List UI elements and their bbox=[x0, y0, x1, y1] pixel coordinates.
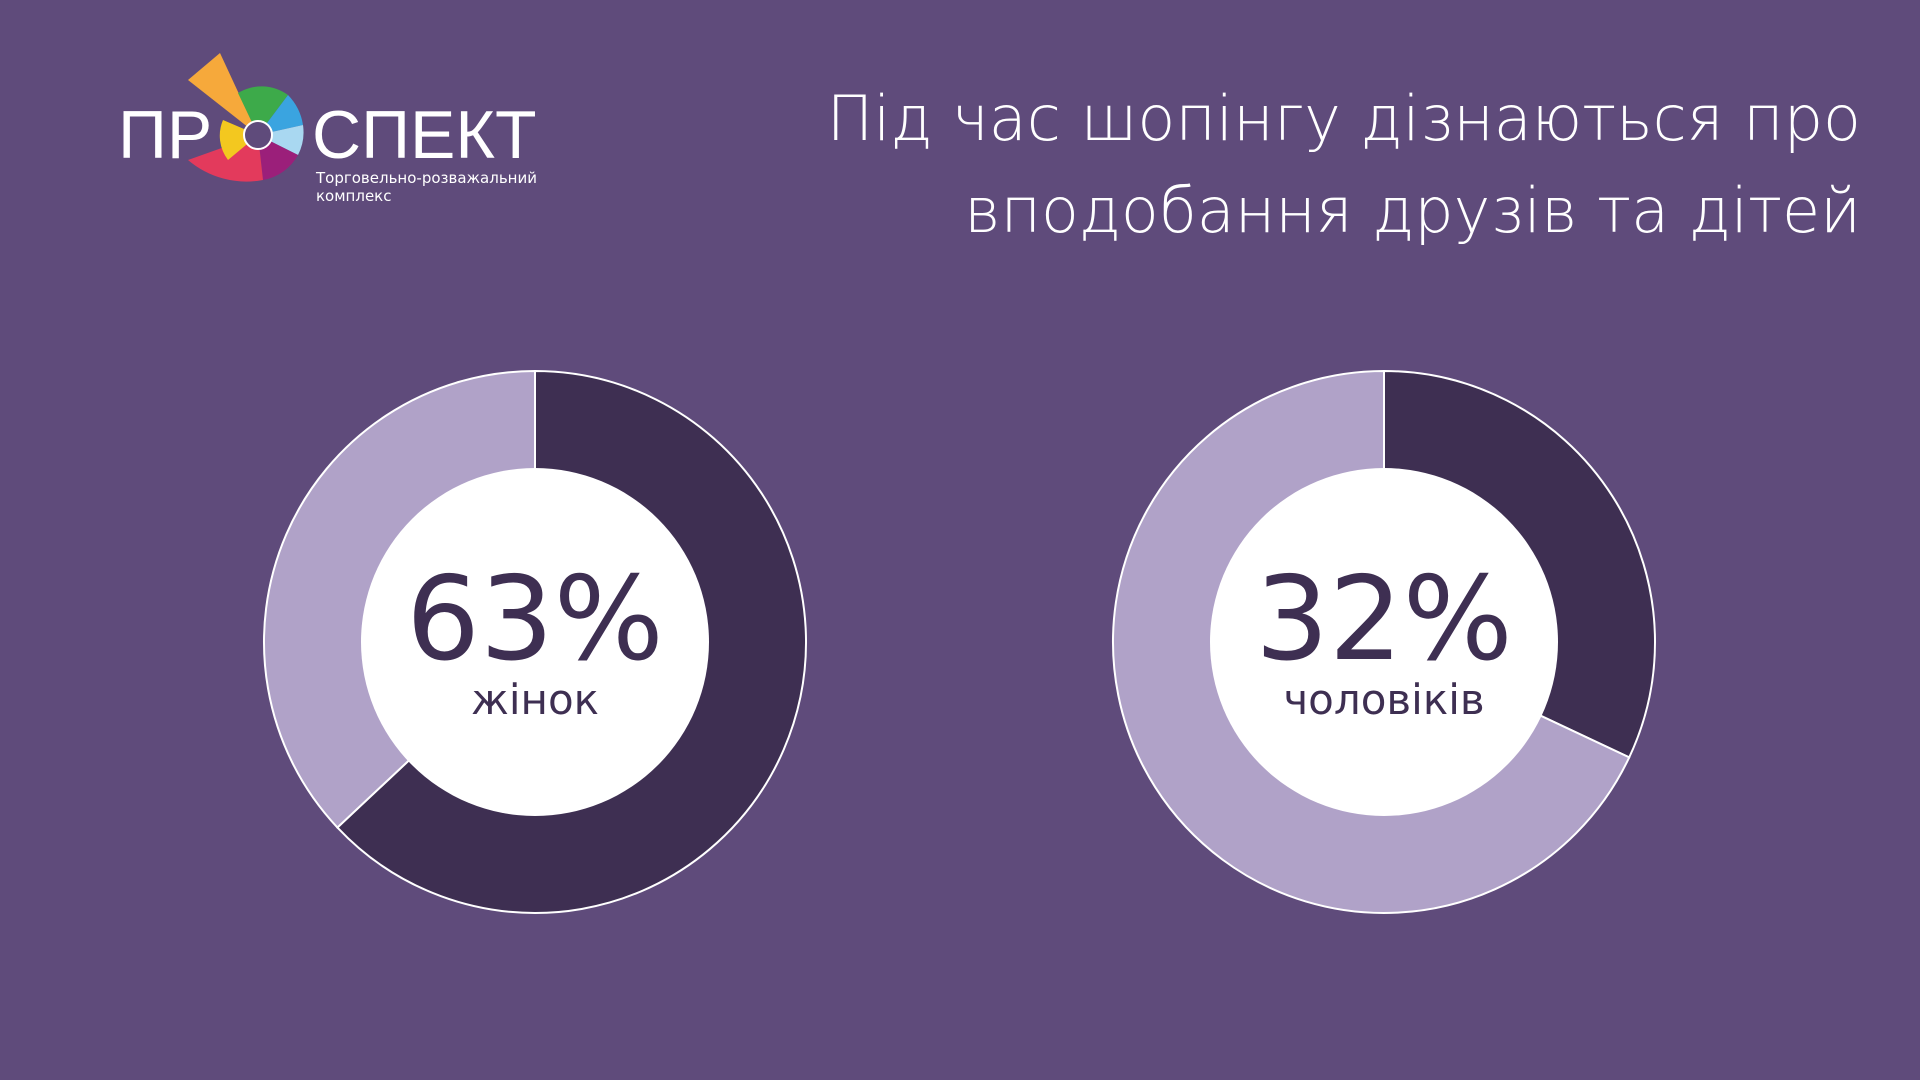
donut-caption: жінок bbox=[471, 675, 599, 724]
title: Під час шопінгу дізнаються про bbox=[827, 82, 1861, 155]
logo-text: СПЕКТ bbox=[312, 97, 537, 173]
donut-hole bbox=[361, 468, 709, 816]
donut-caption: чоловіків bbox=[1283, 675, 1484, 724]
donut-hole bbox=[1210, 468, 1558, 816]
logo-tagline: Торговельно-розважальний bbox=[315, 169, 537, 187]
value-label: 32% bbox=[1255, 552, 1513, 687]
title: вподобання друзів та дітей bbox=[964, 174, 1861, 247]
logo-tagline: комплекс bbox=[316, 187, 391, 205]
logo-wheel bbox=[188, 53, 304, 182]
value-label: 63% bbox=[406, 552, 664, 687]
logo: ПР СПЕКТ Торговельно-розважальний компле… bbox=[118, 53, 537, 205]
